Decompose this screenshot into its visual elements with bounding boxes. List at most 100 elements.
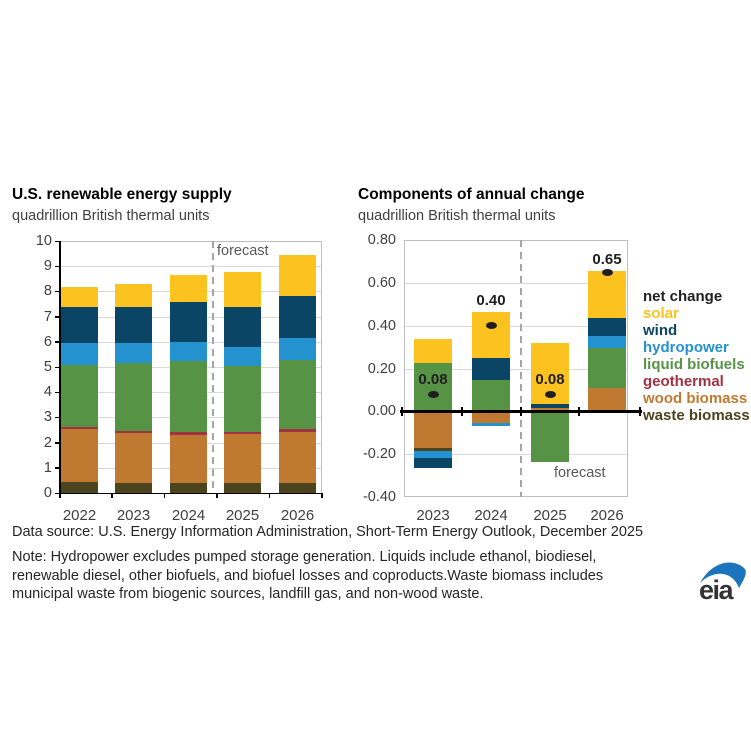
legend-item-wind: wind: [643, 322, 678, 339]
data-source-text: Data source: U.S. Energy Information Adm…: [12, 524, 644, 540]
bar-segment-2026-wind: [279, 296, 316, 338]
eia-logo: eia: [698, 555, 750, 605]
plot-border-top: [60, 241, 322, 242]
left-chart-plot: [59, 241, 322, 494]
bar-segment-2024-waste-biomass: [170, 482, 207, 493]
bar-segment-2023-wind: [115, 306, 152, 343]
net-change-label-2026: 0.65: [592, 251, 622, 269]
bar-segment-2025-solar: [224, 271, 261, 307]
bar-segment-2023-wind: [414, 458, 452, 469]
legend-item-liquid-biofuels: liquid biofuels: [643, 356, 745, 373]
gridline: [404, 325, 628, 327]
zero-axis-tick: [519, 406, 522, 416]
bar-segment-2023-solar: [414, 338, 452, 364]
eia-logo-swoosh-icon: [700, 562, 746, 588]
bar-segment-2023-waste-biomass: [414, 447, 452, 451]
bar-segment-2025-geothermal: [224, 431, 261, 435]
x-tick-label: 2023: [116, 507, 151, 524]
net-change-label-2023: 0.08: [418, 370, 448, 388]
net-change-label-2024: 0.40: [476, 291, 506, 309]
bar-segment-2024-wood-biomass: [472, 411, 510, 424]
y-tick-label: 5: [43, 359, 52, 375]
y-tick-label: 9: [43, 258, 52, 275]
bar-segment-2025-waste-biomass: [224, 482, 261, 493]
note-line-2: renewable diesel, other biofuels, and bi…: [12, 567, 604, 584]
y-tick-label: 10: [35, 233, 52, 249]
legend-item-net-change: net change: [643, 288, 723, 305]
legend-item-wood-biomass: wood biomass: [643, 390, 748, 407]
net-change-marker-2025: [544, 390, 556, 398]
bar-segment-2026-liquid-biofuels: [588, 348, 626, 388]
bar-segment-2025-wood-biomass: [224, 434, 261, 483]
x-tick-label: 2026: [280, 507, 315, 524]
bar-segment-2026-liquid-biofuels: [279, 359, 316, 430]
gridline: [60, 266, 322, 268]
y-tick-label: 0: [43, 485, 52, 501]
left-chart-subtitle: quadrillion British thermal units: [12, 208, 210, 224]
legend: net change solar wind hydropower liquid biof…: [643, 288, 750, 424]
bar-segment-2023-wood-biomass: [414, 411, 452, 448]
x-axis-tick: [111, 493, 113, 498]
plot-border-bottom: [404, 496, 628, 497]
y-tick-label: 4: [43, 384, 52, 401]
plot-border-left: [404, 240, 405, 497]
bar-segment-2024-wood-biomass: [170, 434, 207, 483]
net-change-label-2025: 0.08: [535, 370, 565, 388]
right-chart-title: Components of annual change: [358, 186, 585, 203]
x-tick-label: 2025: [225, 507, 260, 524]
x-axis-tick: [216, 493, 218, 498]
y-axis-tick: [55, 492, 60, 494]
gridline: [404, 282, 628, 284]
right-chart-plot: [404, 240, 628, 497]
bar-segment-2025-wood-biomass: [531, 408, 569, 412]
bar-segment-2026-solar: [588, 271, 626, 319]
zero-axis-tick: [578, 406, 580, 416]
bar-segment-2022-wind: [61, 307, 98, 344]
note-line-1: Note: Hydropower excludes pumped storage…: [12, 549, 597, 565]
bar-segment-2023-geothermal: [115, 430, 152, 434]
bar-segment-2022-solar: [61, 287, 98, 308]
bar-segment-2024-solar: [472, 311, 510, 358]
bar-segment-2024-liquid-biofuels: [170, 360, 207, 433]
x-axis-tick: [59, 493, 61, 498]
bar-segment-2026-solar: [279, 254, 316, 297]
y-tick-label: 2: [43, 434, 52, 451]
x-axis-tick: [163, 493, 166, 498]
y-axis-tick: [55, 366, 60, 368]
legend-item-geothermal: geothermal: [643, 373, 724, 390]
y-axis-tick: [55, 240, 60, 242]
zero-axis-tick: [461, 406, 463, 416]
y-tick-label: 0.20: [367, 360, 396, 377]
bar-segment-2026-waste-biomass: [279, 482, 316, 493]
net-change-marker-2026: [601, 268, 613, 276]
bar-segment-2024-solar: [170, 274, 207, 302]
y-axis-tick: [55, 265, 60, 268]
bar-segment-2022-liquid-biofuels: [61, 365, 98, 427]
y-axis-tick: [55, 341, 60, 343]
bar-segment-2023-hydropower: [414, 450, 452, 459]
bar-segment-2022-waste-biomass: [61, 482, 98, 493]
legend-item-waste-biomass: waste biomass: [643, 407, 750, 424]
bar-segment-2023-liquid-biofuels: [115, 363, 152, 431]
gridline: [404, 454, 628, 456]
y-axis-tick: [55, 467, 60, 469]
x-tick-label: 2024: [171, 507, 206, 524]
forecast-divider: [520, 240, 522, 497]
eia-logo-text: eia: [699, 575, 735, 603]
bar-segment-2025-liquid-biofuels: [531, 411, 569, 462]
y-axis-tick: [55, 391, 60, 394]
zero-axis-tick: [639, 406, 641, 416]
x-axis-tick: [268, 493, 271, 498]
bar-segment-2025-wind: [531, 403, 569, 409]
bar-segment-2025-wind: [224, 306, 261, 347]
plot-border-top: [404, 240, 628, 241]
y-axis-tick: [55, 416, 60, 419]
bar-segment-2024-wind: [170, 301, 207, 342]
bar-segment-2026-geothermal: [279, 429, 316, 432]
y-tick-label: 8: [43, 283, 52, 300]
bar-segment-2024-liquid-biofuels: [472, 380, 510, 412]
bar-segment-2023-solar: [115, 283, 152, 307]
y-tick-label: 6: [43, 333, 52, 350]
bar-segment-2026-hydropower: [588, 336, 626, 349]
y-axis-tick: [55, 290, 60, 293]
